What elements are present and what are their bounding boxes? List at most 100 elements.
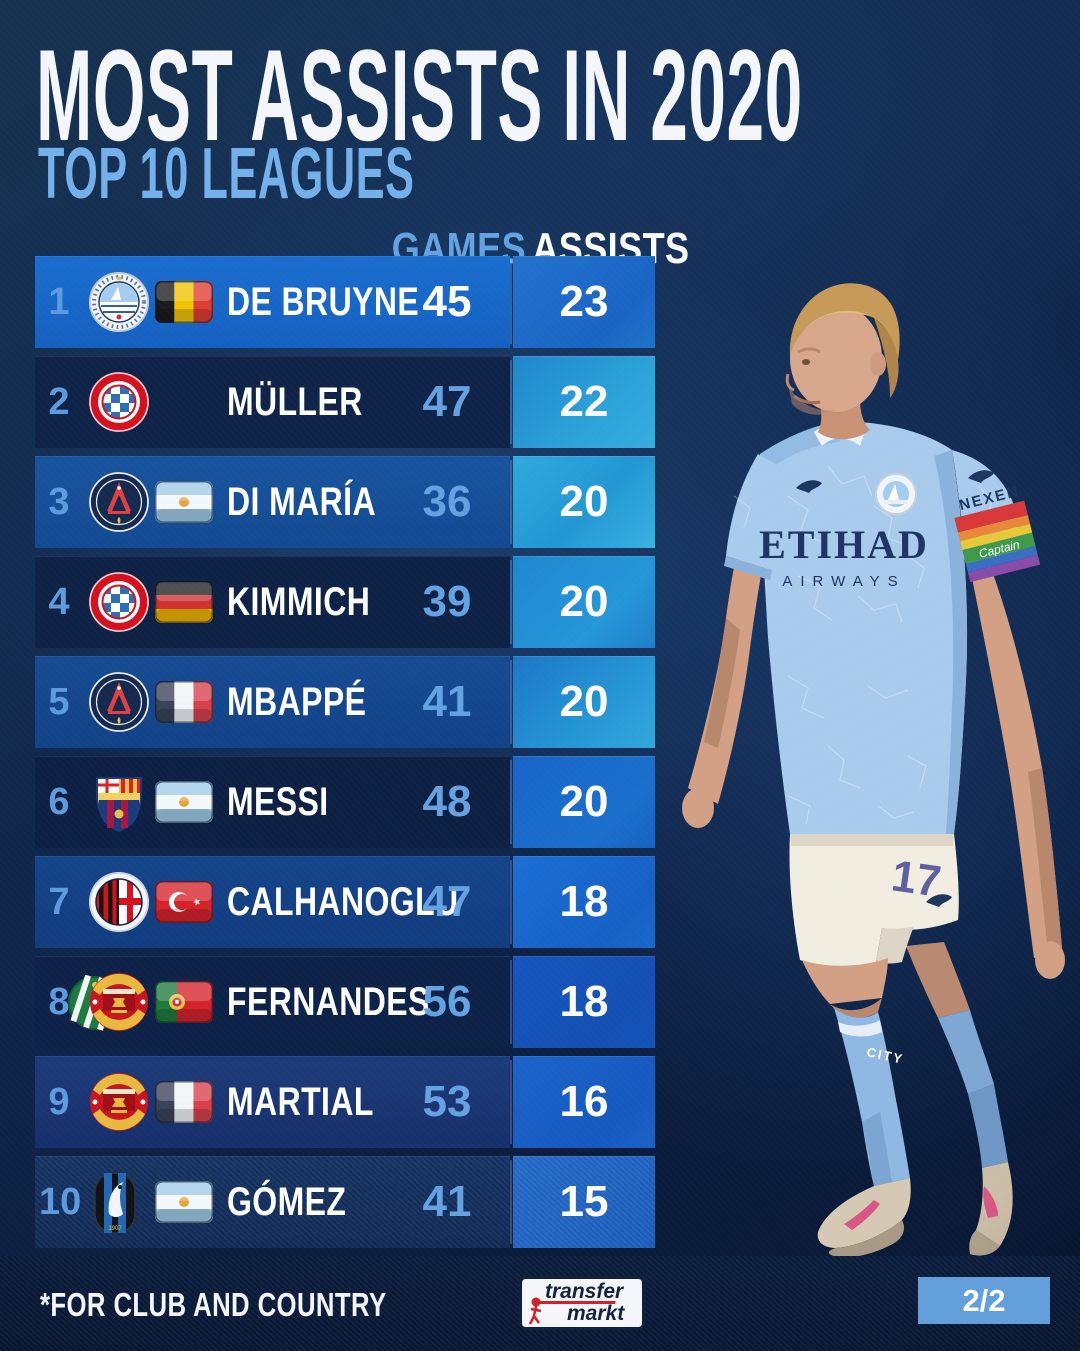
tm-logo-line2: markt bbox=[567, 1302, 625, 1325]
player-name: MBAPPÉ bbox=[227, 679, 367, 724]
assists-cell: 20 bbox=[510, 556, 655, 648]
rank-number: 6 bbox=[48, 780, 70, 823]
table-row: 6 MESSI 48 20 bbox=[35, 756, 660, 848]
player-jersey: ETIHAD AIRWAYS bbox=[724, 421, 1019, 834]
player-name: GÓMEZ bbox=[227, 1179, 347, 1224]
games-value: 39 bbox=[422, 577, 472, 626]
argentina-flag-icon bbox=[155, 481, 213, 523]
player-name: MARTIAL bbox=[227, 1079, 374, 1124]
assists-cell: 18 bbox=[510, 856, 655, 948]
argentina-flag bbox=[155, 781, 213, 823]
argentina-flag bbox=[155, 1181, 213, 1223]
rank-number: 9 bbox=[48, 1080, 70, 1123]
games-value: 41 bbox=[422, 1177, 472, 1226]
assists-value: 20 bbox=[559, 777, 609, 826]
club-crest: 1907 bbox=[87, 1169, 151, 1235]
page-subtitle: TOP 10 LEAGUES bbox=[38, 134, 415, 214]
club-crest bbox=[87, 469, 151, 535]
table-row: 8 FERNANDES 56 18 bbox=[35, 956, 660, 1048]
transfermarkt-logo: transfer markt bbox=[519, 1276, 645, 1335]
table-row: 3 DI MARÍA 36 20 bbox=[35, 456, 660, 548]
bayern-munich-crest-icon bbox=[89, 572, 149, 632]
games-value: 47 bbox=[422, 377, 472, 426]
player-row-bar: 4 KIMMICH 39 bbox=[35, 556, 510, 648]
player-photo: ETIHAD AIRWAYS NEXEN Captain bbox=[638, 256, 1080, 1260]
games-value: 41 bbox=[422, 677, 472, 726]
player-head bbox=[785, 283, 900, 440]
club-crest bbox=[87, 569, 151, 635]
assists-value: 18 bbox=[559, 977, 609, 1026]
player-name: MÜLLER bbox=[227, 379, 363, 424]
player-left-arm bbox=[972, 566, 1065, 979]
assists-value: 16 bbox=[559, 1077, 609, 1126]
germany-flag-icon bbox=[155, 581, 213, 623]
player-name: MESSI bbox=[227, 779, 329, 824]
belgium-flag-icon bbox=[155, 281, 213, 323]
player-back-leg bbox=[906, 942, 1013, 1256]
club-crest bbox=[68, 969, 151, 1035]
ac-milan-crest-icon bbox=[89, 872, 149, 932]
games-value: 36 bbox=[422, 477, 472, 526]
games-value: 47 bbox=[422, 877, 472, 926]
jersey-sponsor: ETIHAD bbox=[759, 522, 929, 567]
assists-cell: 16 bbox=[510, 1056, 655, 1148]
games-value: 48 bbox=[422, 777, 472, 826]
club-crest bbox=[87, 769, 151, 835]
flag-placeholder bbox=[155, 381, 213, 423]
player-row-bar: 1 DE BRUYNE 45 bbox=[35, 256, 510, 348]
portugal-flag bbox=[155, 981, 213, 1023]
turkey-flag-icon bbox=[155, 881, 213, 923]
club-crest bbox=[87, 269, 151, 335]
games-value: 45 bbox=[422, 277, 472, 326]
page-indicator: 2/2 bbox=[962, 1282, 1006, 1318]
player-row-bar: 6 MESSI 48 bbox=[35, 756, 510, 848]
rank-number: 4 bbox=[48, 580, 70, 623]
table-row: 9 MARTIAL 53 16 bbox=[35, 1056, 660, 1148]
table-row: 1 DE BRUYNE 45 23 bbox=[35, 256, 660, 348]
rank-number: 2 bbox=[48, 380, 70, 423]
bayern-munich-crest-icon bbox=[89, 372, 149, 432]
assists-value: 20 bbox=[559, 577, 609, 626]
france-flag bbox=[155, 1081, 213, 1123]
france-flag bbox=[155, 681, 213, 723]
ranking-table-rows: 1 DE BRUYNE 45 23 2 bbox=[35, 256, 660, 1256]
portugal-flag-icon bbox=[155, 981, 213, 1023]
svg-text:1907: 1907 bbox=[108, 1226, 122, 1232]
player-name: DI MARÍA bbox=[227, 479, 376, 524]
france-flag-icon bbox=[155, 1081, 213, 1123]
player-row-bar: 10 1907 GÓMEZ 41 bbox=[35, 1156, 510, 1248]
table-row: 7 CALHANOGLU 47 18 bbox=[35, 856, 660, 948]
page-indicator-badge: 2/2 bbox=[918, 1277, 1050, 1324]
player-name: FERNANDES bbox=[227, 979, 430, 1024]
tm-logo-figure-icon bbox=[528, 1297, 542, 1325]
assists-cell: 20 bbox=[510, 656, 655, 748]
france-flag-icon bbox=[155, 681, 213, 723]
psg-crest-icon bbox=[89, 672, 149, 732]
assists-cell: 22 bbox=[510, 356, 655, 448]
player-row-bar: 3 DI MARÍA 36 bbox=[35, 456, 510, 548]
player-front-leg: CITY bbox=[802, 958, 911, 1258]
manchester-united-crest-icon bbox=[90, 1073, 148, 1131]
barcelona-crest-icon bbox=[96, 777, 142, 832]
argentina-flag-icon bbox=[155, 1181, 213, 1223]
player-row-bar: 2 MÜLLER 47 bbox=[35, 356, 510, 448]
assists-cell: 23 bbox=[510, 256, 655, 348]
assists-value: 23 bbox=[559, 277, 609, 326]
assists-cell: 20 bbox=[510, 756, 655, 848]
player-row-bar: 8 FERNANDES 56 bbox=[35, 956, 510, 1048]
club-crest bbox=[87, 669, 151, 735]
assists-value: 20 bbox=[559, 677, 609, 726]
psg-crest-icon bbox=[89, 472, 149, 532]
assists-cell: 20 bbox=[510, 456, 655, 548]
rank-number: 1 bbox=[48, 280, 70, 323]
player-row-bar: 5 MBAPPÉ 41 bbox=[35, 656, 510, 748]
player-row-bar: 7 CALHANOGLU 47 bbox=[35, 856, 510, 948]
table-row: 4 KIMMICH 39 20 bbox=[35, 556, 660, 648]
footnote: *FOR CLUB AND COUNTRY bbox=[40, 1286, 387, 1323]
argentina-flag-icon bbox=[155, 781, 213, 823]
club-crest bbox=[87, 369, 151, 435]
atalanta-crest-icon: 1907 bbox=[94, 1172, 136, 1234]
manchester-united-crest-icon bbox=[90, 973, 148, 1031]
assists-cell: 15 bbox=[510, 1156, 655, 1248]
belgium-flag bbox=[155, 281, 213, 323]
